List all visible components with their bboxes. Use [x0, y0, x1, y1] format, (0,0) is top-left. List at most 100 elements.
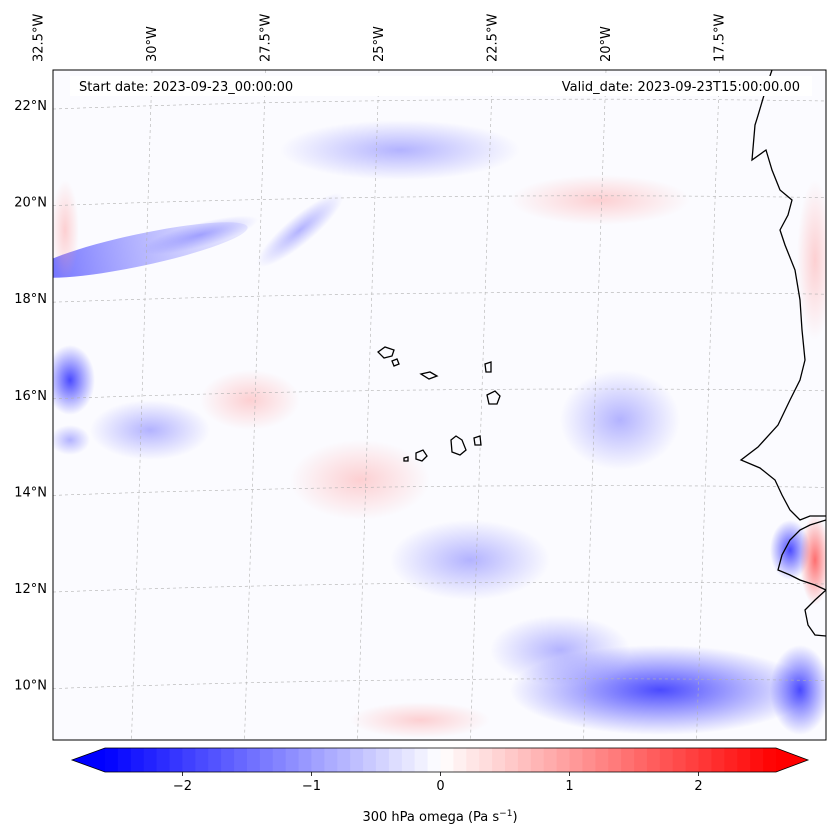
- island-sao-nicolau: [419, 371, 439, 380]
- colorbar-outline: [70, 747, 810, 773]
- omega-streak-1: [256, 193, 344, 267]
- meridian-line: [357, 70, 380, 740]
- longitude-tick-label: 20°W: [599, 26, 614, 62]
- meridian-line: [470, 70, 493, 740]
- colorbar-segment: [401, 748, 416, 772]
- colorbar-segment: [685, 748, 700, 772]
- longitude-tick-label: 27.5°W: [259, 14, 274, 62]
- island-sal: [484, 361, 492, 373]
- latitude-ticks: 22°N 20°N 18°N 16°N 14°N 12°N 10°N: [14, 99, 47, 694]
- omega-cell-center-red: [290, 440, 430, 520]
- colorbar: −2 −1 0 1 2 300 hPa omega (Pa s−1): [70, 747, 810, 825]
- omega-cell-center-blue: [390, 520, 550, 600]
- colorbar-segment: [130, 748, 145, 772]
- omega-cell-west-3: [90, 400, 210, 460]
- graticule: [53, 70, 826, 740]
- omega-cell-east-blue: [560, 370, 680, 470]
- omega-cell-ne-red: [797, 180, 826, 340]
- colorbar-segment: [272, 748, 287, 772]
- colorbar-segment: [156, 748, 171, 772]
- colorbar-segment: [414, 748, 429, 772]
- colorbar-segment: [285, 748, 300, 772]
- longitude-tick-label: 32.5°W: [32, 14, 47, 62]
- colorbar-segment: [298, 748, 312, 772]
- colorbar-segment: [259, 748, 274, 772]
- colorbar-segment: [466, 748, 480, 772]
- colorbar-segment: [711, 748, 725, 772]
- colorbar-label-exponent: −1: [499, 809, 512, 819]
- meridian-line: [696, 70, 720, 740]
- colorbar-label-suffix: ): [512, 810, 517, 825]
- omega-cell-s-red: [350, 702, 490, 738]
- colorbar-segment: [530, 748, 545, 772]
- longitude-tick-label: 30°W: [145, 26, 160, 62]
- colorbar-segment: [543, 748, 558, 772]
- colorbar-segment: [337, 748, 351, 772]
- colorbar-segment: [350, 748, 364, 772]
- colorbar-tick-label: 1: [565, 779, 573, 794]
- colorbar-segment: [182, 748, 196, 772]
- map-frame: [52, 69, 827, 741]
- valid-date-label: Valid_date: 2023-09-23T15:00:00.00: [562, 80, 800, 95]
- coastlines: [376, 70, 826, 637]
- colorbar-segment: [221, 748, 235, 772]
- colorbar-tick-label: 0: [436, 779, 444, 794]
- colorbar-segment: [763, 748, 777, 772]
- colorbar-segment: [324, 748, 338, 772]
- colorbar-segment: [208, 748, 222, 772]
- latitude-tick-label: 10°N: [14, 679, 47, 694]
- colorbar-segment: [737, 748, 751, 772]
- colorbar-label-prefix: 300 hPa omega (Pa s: [362, 810, 499, 825]
- island-maio: [473, 435, 482, 446]
- colorbar-segment: [672, 748, 687, 772]
- omega-cell-north-blue: [280, 120, 520, 180]
- latitude-tick-label: 16°N: [14, 389, 47, 404]
- colorbar-segment: [388, 748, 403, 772]
- latitude-tick-label: 22°N: [14, 99, 47, 114]
- colorbar-segment: [621, 748, 635, 772]
- island-santo-antao: [376, 346, 395, 359]
- colorbar-segment: [311, 748, 325, 772]
- start-date-label: Start date: 2023-09-23_00:00:00: [79, 80, 293, 95]
- colorbar-segment: [143, 748, 158, 772]
- coastline-mainland: [739, 70, 826, 521]
- omega-band-nw-2: [141, 215, 259, 255]
- omega-field: [53, 70, 826, 740]
- colorbar-ticks: −2 −1 0 1 2: [173, 772, 703, 794]
- colorbar-label: 300 hPa omega (Pa s−1): [362, 809, 517, 825]
- island-santiago: [450, 435, 467, 456]
- colorbar-segment: [375, 748, 390, 772]
- parallel-line: [53, 195, 826, 206]
- colorbar-segment: [505, 748, 519, 772]
- colorbar-segment: [440, 748, 454, 772]
- colorbar-segment: [608, 748, 622, 772]
- latitude-tick-label: 20°N: [14, 196, 47, 211]
- colorbar-segment: [234, 748, 248, 772]
- parallel-line: [53, 388, 826, 400]
- parallel-line: [53, 98, 826, 110]
- colorbar-tick-label: −1: [302, 779, 321, 794]
- colorbar-segment: [569, 748, 583, 772]
- colorbar-segment: [117, 748, 132, 772]
- colorbar-segment: [698, 748, 712, 772]
- coastline-gambia: [777, 519, 826, 591]
- colorbar-tick-label: −2: [173, 779, 192, 794]
- meridian-line: [583, 70, 607, 740]
- colorbar-segment: [724, 748, 738, 772]
- colorbar-segment: [646, 748, 661, 772]
- longitude-ticks: 32.5°W 30°W 27.5°W 25°W 22.5°W 20°W 17.5°W: [32, 14, 728, 62]
- parallel-line: [53, 581, 826, 593]
- meridian-line: [244, 70, 266, 740]
- colorbar-segment: [169, 748, 183, 772]
- colorbar-tick-label: 2: [694, 779, 702, 794]
- colorbar-extend-min: [72, 748, 105, 772]
- colorbar-segment: [427, 748, 441, 772]
- header-box: [70, 76, 812, 96]
- colorbar-segment: [195, 748, 209, 772]
- colorbar-segment: [659, 748, 674, 772]
- island-boa-vista: [486, 390, 501, 405]
- colorbar-segment: [105, 748, 119, 772]
- coastline-guinea-bissau: [804, 589, 826, 637]
- latitude-tick-label: 14°N: [14, 485, 47, 500]
